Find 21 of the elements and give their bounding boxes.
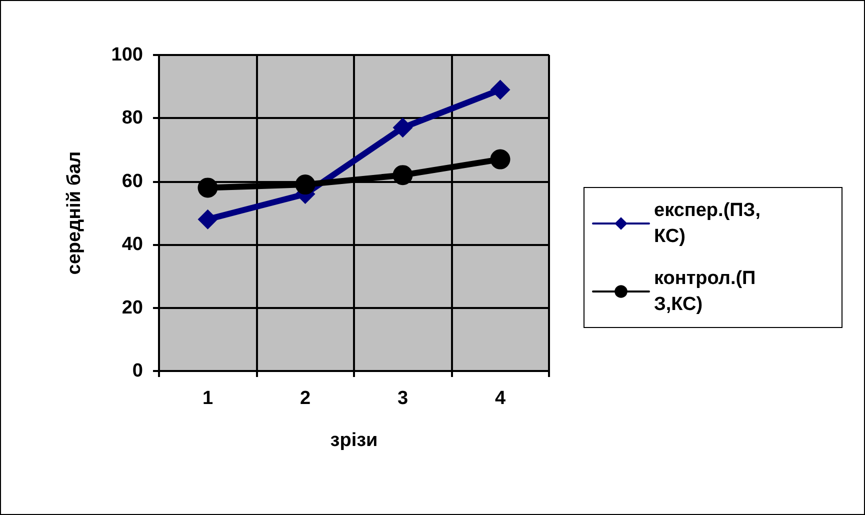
- x-tick-label: 4: [494, 388, 506, 409]
- y-axis-title: середній бал: [64, 151, 85, 275]
- x-tick-label: 1: [202, 388, 214, 409]
- point: [392, 165, 413, 186]
- x-axis-title: зрізи: [330, 430, 378, 451]
- x-tick-label: 2: [300, 388, 311, 409]
- point: [490, 149, 510, 170]
- y-tick-label: 100: [111, 44, 143, 66]
- point: [198, 178, 218, 198]
- y-tick-label: 0: [132, 360, 143, 382]
- point: [295, 174, 316, 195]
- legend-label: контрол.(ПЗ,КС): [654, 268, 756, 315]
- y-tick-label: 60: [122, 170, 143, 192]
- legend-label: експер.(ПЗ,КС): [654, 200, 760, 247]
- point: [490, 80, 510, 100]
- point: [198, 209, 218, 230]
- y-tick-label: 80: [122, 108, 143, 129]
- point: [392, 118, 413, 138]
- x-tick-label: 3: [397, 388, 408, 409]
- y-tick-label: 20: [122, 297, 143, 318]
- y-tick-label: 40: [122, 234, 143, 256]
